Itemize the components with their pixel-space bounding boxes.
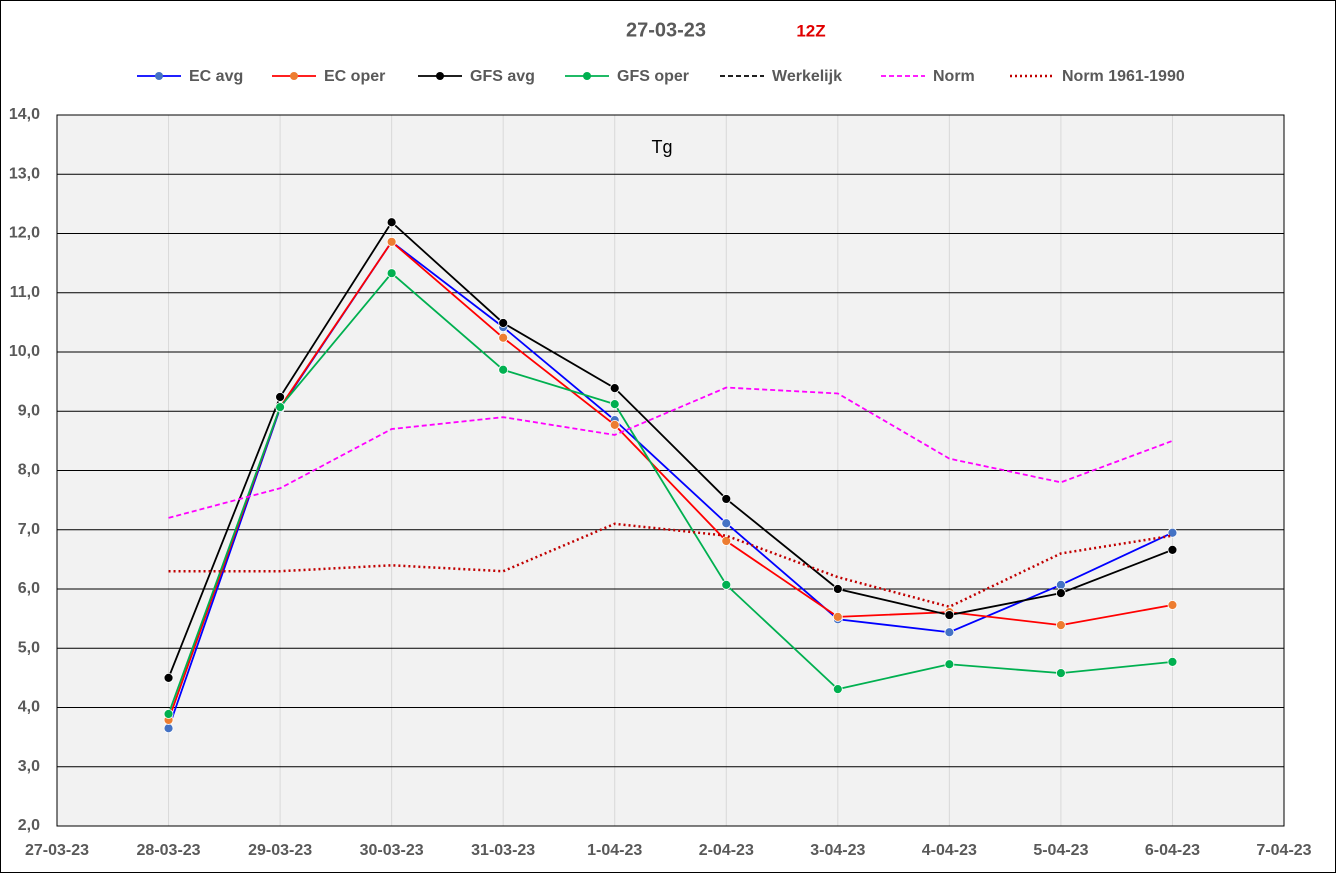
data-point xyxy=(721,518,732,529)
data-point xyxy=(275,392,285,402)
data-point xyxy=(498,364,509,375)
data-point xyxy=(386,268,397,279)
y-tick-label: 7,0 xyxy=(18,521,40,538)
legend-label: GFS avg xyxy=(470,68,535,85)
legend-label: GFS oper xyxy=(617,68,689,85)
x-tick-label: 2-04-23 xyxy=(699,842,754,859)
y-tick-label: 11,0 xyxy=(10,284,40,301)
data-point xyxy=(498,332,509,343)
annotation: Tg xyxy=(651,137,672,157)
legend-marker xyxy=(155,72,163,80)
chart-title: 27-03-23 xyxy=(626,19,706,41)
data-point xyxy=(1056,668,1066,679)
chart-subtitle: 12Z xyxy=(796,21,825,40)
data-point xyxy=(163,723,174,734)
x-tick-label: 6-04-23 xyxy=(1145,842,1200,859)
x-tick-label: 31-03-23 xyxy=(471,842,535,859)
data-point xyxy=(386,236,397,247)
y-tick-label: 8,0 xyxy=(18,462,40,479)
y-tick-label: 3,0 xyxy=(18,758,40,775)
x-tick-label: 4-04-23 xyxy=(922,842,977,859)
data-point xyxy=(163,672,174,683)
y-tick-label: 2,0 xyxy=(18,817,40,834)
data-point xyxy=(386,217,397,228)
legend-marker xyxy=(583,72,591,80)
legend-label: EC oper xyxy=(324,68,385,85)
x-tick-label: 5-04-23 xyxy=(1033,842,1088,859)
data-point xyxy=(832,584,843,594)
x-tick-label: 1-04-23 xyxy=(587,842,642,859)
y-tick-label: 14,0 xyxy=(9,106,40,123)
data-point xyxy=(832,684,843,695)
data-point xyxy=(721,494,732,504)
legend-label: Norm xyxy=(933,68,975,85)
data-point xyxy=(1056,620,1066,631)
data-point xyxy=(832,611,843,622)
y-tick-label: 13,0 xyxy=(9,165,40,182)
series-line xyxy=(167,271,1173,715)
legend-marker xyxy=(290,72,298,80)
data-point xyxy=(498,318,509,328)
x-tick-label: 3-04-23 xyxy=(810,842,865,859)
data-point xyxy=(1056,588,1066,599)
data-point xyxy=(1056,579,1066,590)
data-point xyxy=(721,579,732,590)
y-tick-label: 10,0 xyxy=(9,343,40,360)
y-tick-label: 4,0 xyxy=(18,699,40,716)
data-point xyxy=(609,383,620,394)
series-line xyxy=(167,240,1173,721)
data-point xyxy=(944,610,955,620)
series-line xyxy=(167,220,1173,679)
data-point xyxy=(1167,656,1178,667)
data-point xyxy=(609,399,620,410)
x-tick-label: 29-03-23 xyxy=(248,842,312,859)
x-tick-label: 30-03-23 xyxy=(360,842,424,859)
data-point xyxy=(1167,527,1178,538)
data-point xyxy=(275,402,285,413)
data-point xyxy=(609,419,620,430)
data-point xyxy=(944,627,955,638)
data-point xyxy=(1167,544,1178,555)
y-tick-label: 9,0 xyxy=(18,402,40,419)
data-point xyxy=(163,709,174,719)
legend-label: Norm 1961-1990 xyxy=(1062,68,1185,85)
series-line xyxy=(168,386,1173,519)
x-tick-label: 27-03-23 xyxy=(25,842,89,859)
data-point xyxy=(944,659,955,670)
y-tick-label: 12,0 xyxy=(9,225,40,242)
plot-frame xyxy=(56,114,1285,827)
x-tick-label: 7-04-23 xyxy=(1256,842,1311,859)
data-point xyxy=(721,536,732,546)
legend-label: EC avg xyxy=(189,68,243,85)
legend-label: Werkelijk xyxy=(772,68,842,85)
legend-marker xyxy=(436,72,444,80)
data-point xyxy=(1167,600,1178,610)
y-tick-label: 5,0 xyxy=(18,639,40,656)
y-tick-label: 6,0 xyxy=(18,580,40,597)
x-tick-label: 28-03-23 xyxy=(137,842,201,859)
